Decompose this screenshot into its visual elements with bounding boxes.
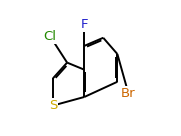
Text: Br: Br: [121, 87, 136, 100]
Text: S: S: [49, 99, 57, 112]
Text: Cl: Cl: [44, 30, 56, 43]
Text: F: F: [81, 18, 88, 31]
